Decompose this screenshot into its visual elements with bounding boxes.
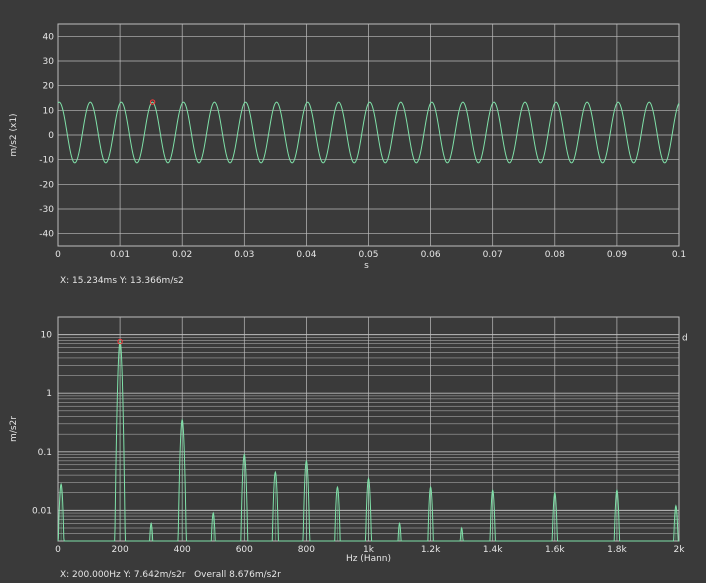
spectrum-y-tick-label: 0.01 xyxy=(32,506,52,516)
time-x-tick-label: 0.03 xyxy=(234,250,254,260)
time-x-tick-label: 0.05 xyxy=(358,250,378,260)
spectrum-x-tick-label: 800 xyxy=(298,545,315,555)
time-x-axis-label: s xyxy=(364,261,369,271)
time-y-tick-label: -20 xyxy=(39,180,54,190)
spectrum-x-tick-label: 1.2k xyxy=(421,545,441,555)
spectrum-right-marker: d xyxy=(682,333,688,343)
time-y-tick-label: -30 xyxy=(39,205,54,215)
time-x-tick-label: 0 xyxy=(55,250,61,260)
time-y-tick-label: 10 xyxy=(43,106,55,116)
spectrum-x-tick-label: 1.4k xyxy=(483,545,503,555)
time-x-tick-label: 0.08 xyxy=(545,250,565,260)
time-x-tick-label: 0.1 xyxy=(672,250,686,260)
spectrum-x-tick-label: 400 xyxy=(174,545,191,555)
time-y-tick-label: -10 xyxy=(39,156,54,166)
time-x-tick-label: 0.01 xyxy=(110,250,130,260)
spectrum-cursor-marker xyxy=(117,338,123,345)
spectrum-x-tick-label: 1k xyxy=(363,545,375,555)
time-y-tick-label: 0 xyxy=(48,131,54,141)
spectrum-x-tick-label: 600 xyxy=(236,545,253,555)
spectrum-y-tick-label: 10 xyxy=(41,331,53,341)
spectrum-y-tick-label: 1 xyxy=(46,389,52,399)
spectrum-chart[interactable]: 0 200 400 600 800 1k 1.2k 1.4k 1.6k 1.8k 2k 0.01 0.1… xyxy=(0,300,706,583)
time-waveform-series xyxy=(57,101,680,164)
spectrum-y-tick-label: 0.1 xyxy=(38,448,52,458)
spectrum-x-tick-label: 0 xyxy=(55,545,61,555)
time-x-tick-label: 0.09 xyxy=(607,250,627,260)
spectrum-y-axis-label: m/s2r xyxy=(9,416,19,442)
time-x-tick-label: 0.06 xyxy=(421,250,441,260)
time-waveform-chart[interactable]: 0 0.01 0.02 0.03 0.04 0.05 0.06 0.07 0.08 0.09 0.1… xyxy=(0,0,706,300)
time-x-tick-label: 0.04 xyxy=(296,250,316,260)
time-y-tick-label: 40 xyxy=(43,32,55,42)
time-y-tick-label: 20 xyxy=(43,82,55,92)
spectrum-x-tick-label: 200 xyxy=(112,545,129,555)
time-cursor-marker xyxy=(149,99,156,105)
time-x-tick-label: 0.02 xyxy=(172,250,192,260)
spectrum-x-tick-label: 1.8k xyxy=(607,545,627,555)
spectrum-x-axis-label: Hz (Hann) xyxy=(346,554,391,564)
spectrum-cursor-readout: X: 200.000Hz Y: 7.642m/s2r Overall 8.676… xyxy=(60,570,281,580)
time-y-axis-label: m/s2 (x1) xyxy=(9,113,19,156)
spectrum-x-tick-label: 2k xyxy=(674,545,686,555)
time-y-tick-label: -40 xyxy=(39,230,54,240)
time-cursor-readout: X: 15.234ms Y: 13.366m/s2 xyxy=(60,276,184,286)
spectrum-x-tick-label: 1.6k xyxy=(545,545,565,555)
time-y-tick-label: 30 xyxy=(43,57,55,67)
time-x-tick-label: 0.07 xyxy=(483,250,503,260)
